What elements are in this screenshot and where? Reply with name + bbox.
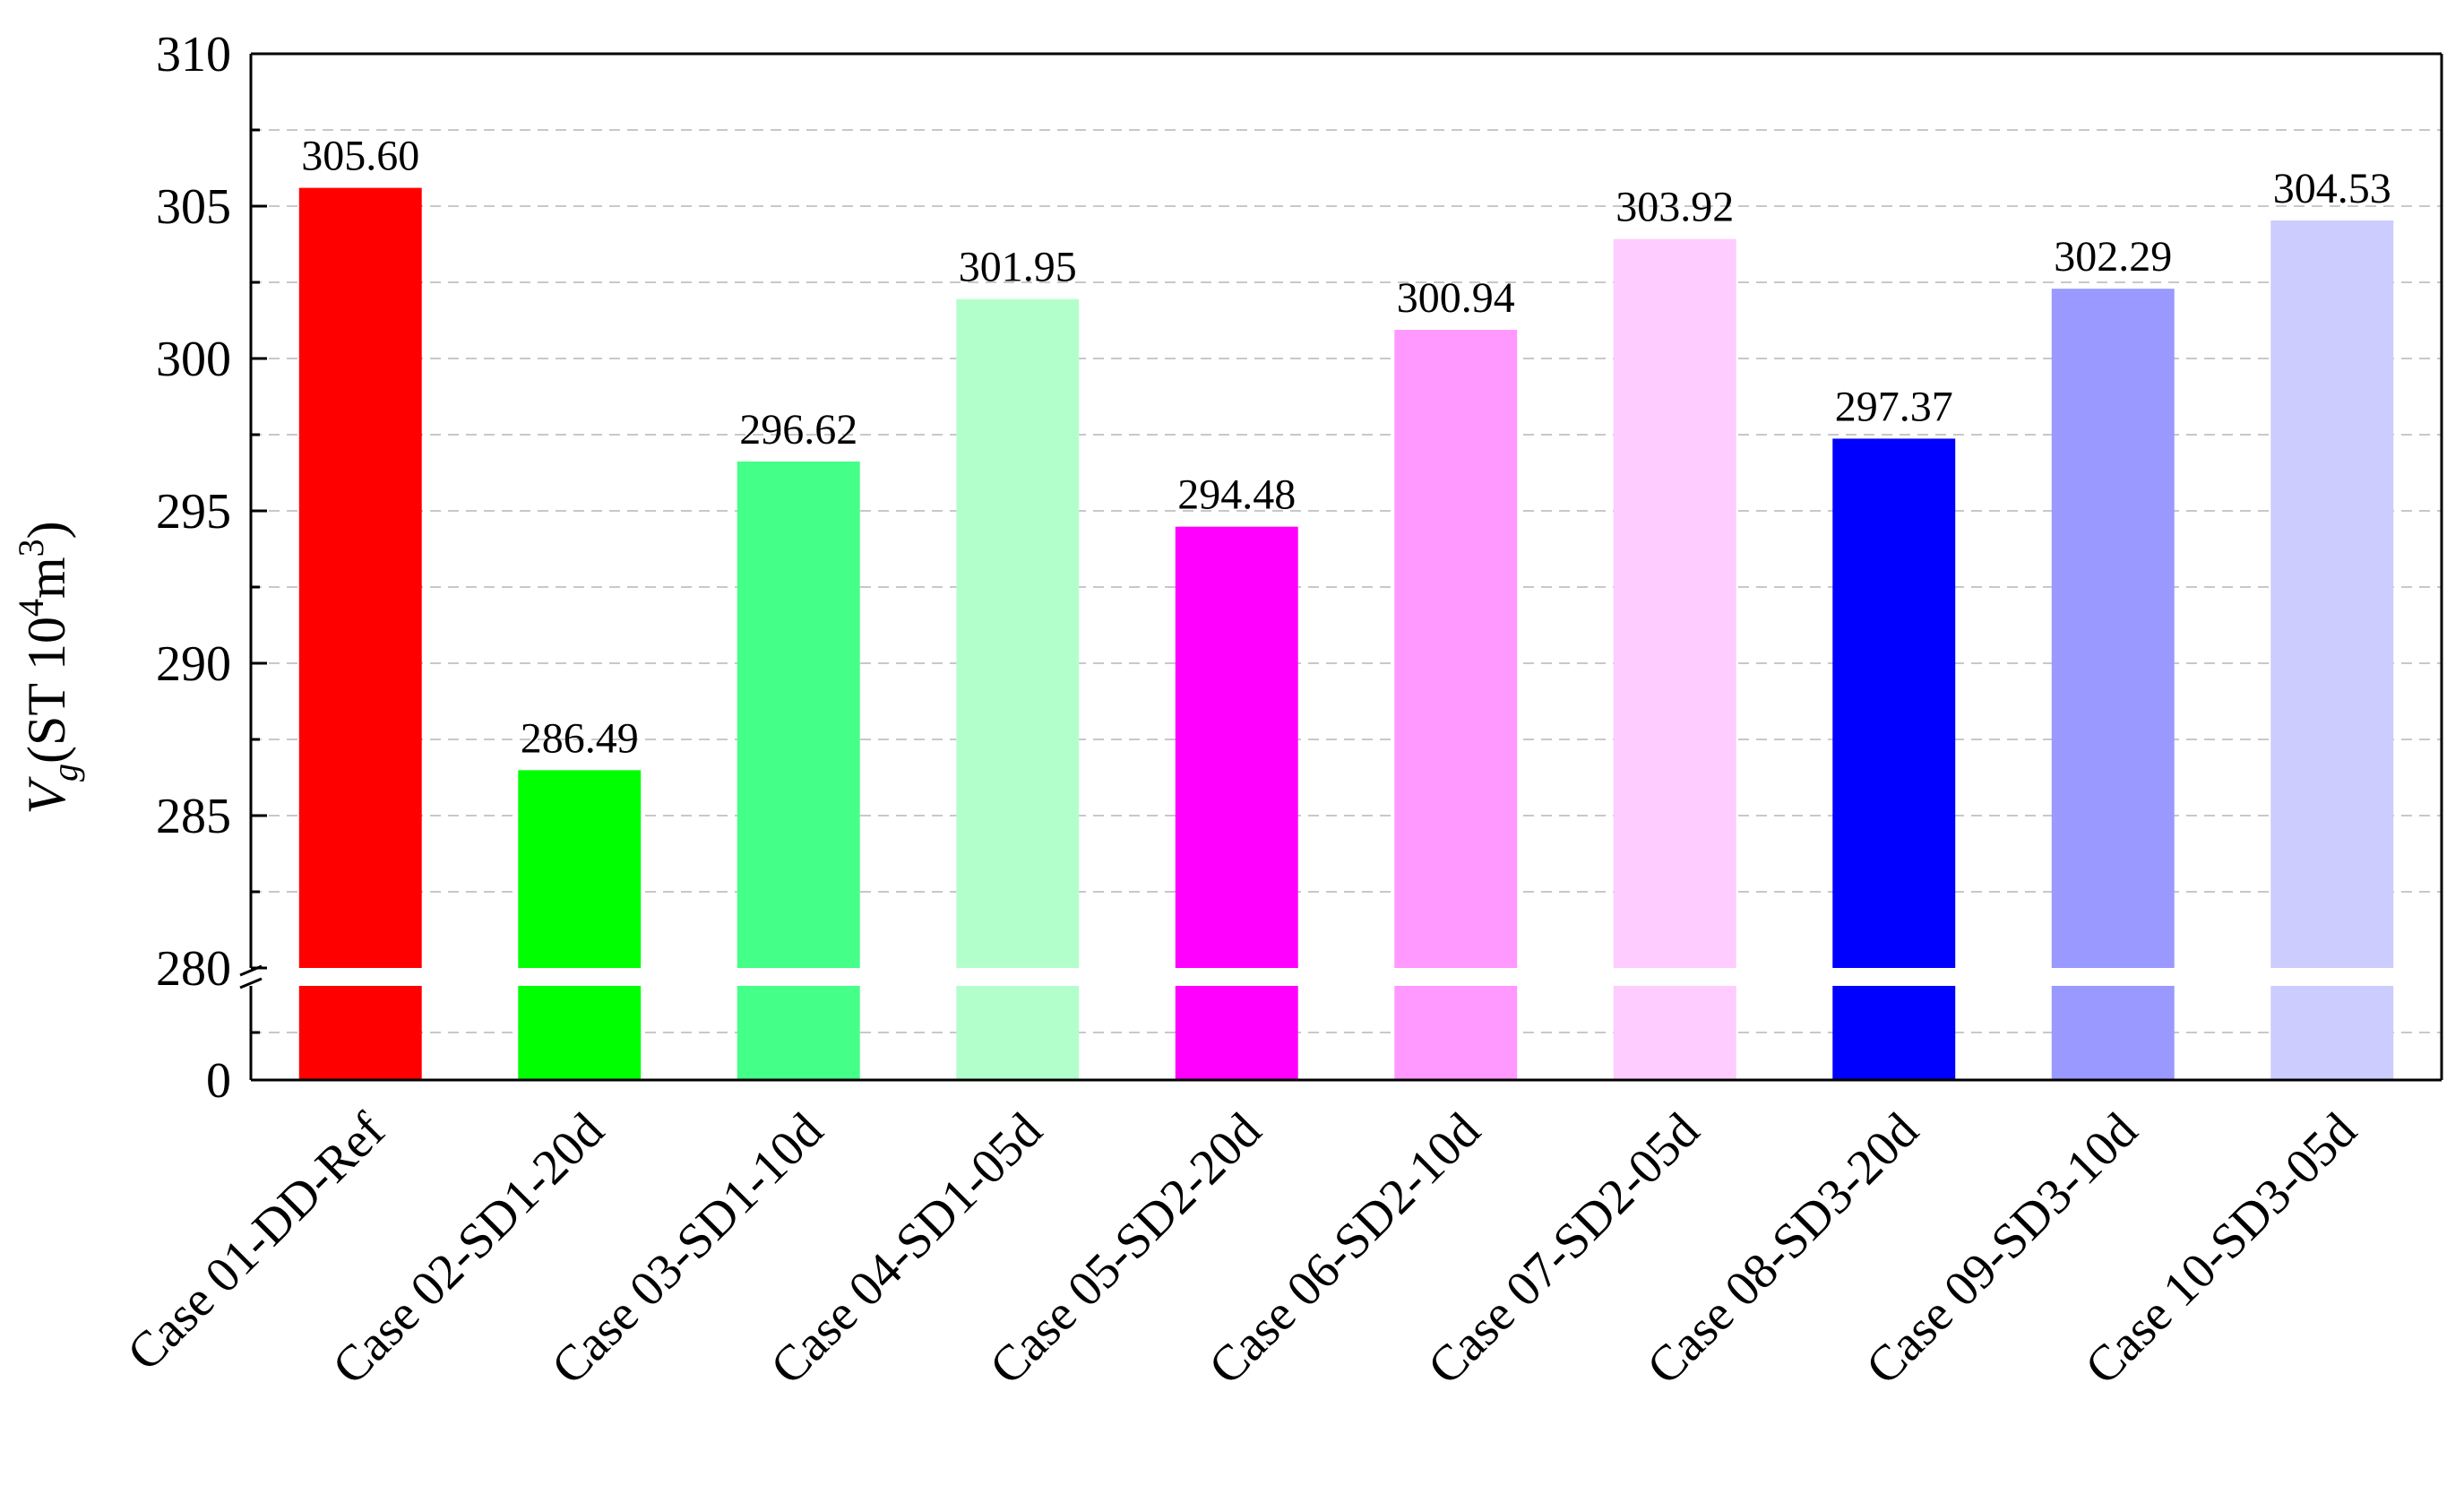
bar-lower	[2270, 986, 2394, 1080]
bar-lower	[298, 986, 422, 1080]
bar-upper	[2270, 220, 2394, 969]
y-axis-exponent-1: 4	[11, 599, 51, 617]
bar-lower	[1394, 986, 1518, 1080]
bar-value-label: 304.53	[2273, 165, 2391, 212]
y-tick-label: 285	[156, 789, 231, 844]
y-axis-symbol: V	[17, 776, 76, 815]
bar-lower	[518, 986, 642, 1080]
bar-upper	[1394, 330, 1518, 968]
axis-break-mark	[239, 977, 263, 989]
y-tick-label: 295	[156, 484, 231, 540]
bars	[298, 187, 2394, 1080]
y-tick-label: 280	[156, 941, 231, 997]
bar-upper	[956, 298, 1080, 968]
bar-upper	[1613, 238, 1736, 969]
y-axis-unit-prefix: (ST 10	[17, 617, 76, 764]
bar-value-label: 286.49	[521, 714, 639, 762]
y-axis-subscript: g	[45, 764, 85, 782]
bar-upper	[1175, 526, 1298, 968]
y-tick-label: 305	[156, 179, 231, 235]
bar-lower	[1832, 986, 1956, 1080]
y-axis-ticks: 280 285 290 295 300 305 310 0	[156, 27, 267, 1109]
y-tick-label: 310	[156, 27, 231, 82]
bar-value-label: 303.92	[1615, 184, 1734, 231]
bar-lower	[1175, 986, 1298, 1080]
y-axis-exponent-2: 3	[11, 539, 51, 557]
y-tick-label: 300	[156, 332, 231, 387]
bar-upper	[518, 770, 642, 968]
bar-value-label: 301.95	[959, 244, 1077, 291]
bar-value-label: 305.60	[301, 133, 419, 180]
bar-value-label: 297.37	[1835, 383, 1953, 430]
bar-value-label: 296.62	[739, 406, 857, 454]
data-labels: 305.60 286.49 296.62 301.95 294.48 300.94 303.…	[301, 133, 2391, 763]
bar-upper	[2051, 289, 2175, 968]
bar-value-label: 294.48	[1177, 471, 1296, 519]
bar-lower	[2051, 986, 2175, 1080]
bar-upper	[298, 187, 422, 969]
bar-lower	[956, 986, 1080, 1080]
y-tick-label: 0	[206, 1053, 231, 1109]
bar-value-label: 300.94	[1397, 274, 1515, 322]
bar-upper	[737, 461, 860, 968]
y-axis-title: Vg(ST 104m3)	[11, 521, 85, 814]
bar-upper	[1832, 438, 1956, 968]
bar-lower	[1613, 986, 1736, 1080]
y-tick-label: 290	[156, 636, 231, 692]
y-axis-unit-mid: m	[17, 557, 76, 599]
bar-value-label: 302.29	[2054, 233, 2172, 281]
y-axis-unit-suffix: )	[17, 521, 76, 539]
svg-text:Vg(ST 104m3): Vg(ST 104m3)	[11, 521, 85, 814]
bar-lower	[737, 986, 860, 1080]
